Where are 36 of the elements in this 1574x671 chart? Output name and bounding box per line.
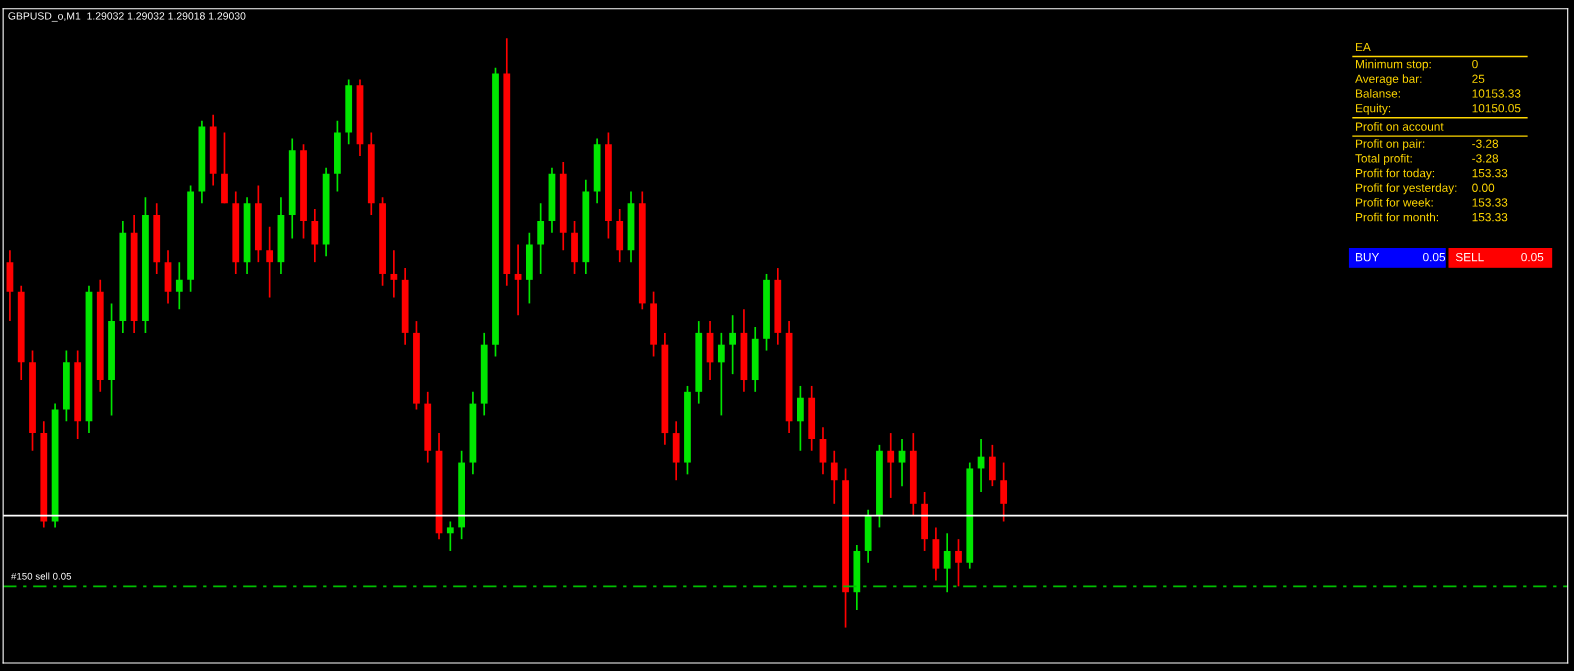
text: 0.00 (1472, 183, 1495, 192)
chart-title: GBPUSD_o,M1 1.29032 1.29032 1.29018 1.29030 (8, 12, 246, 22)
text: Average bar: (1355, 74, 1422, 86)
text: Total profit: (1355, 153, 1412, 165)
text: EA (1356, 42, 1371, 52)
candlestick (266, 225, 274, 299)
text: Profit for week: (1356, 198, 1433, 207)
text: Profit on account (1356, 122, 1444, 131)
text: Profit for yesterday: (1356, 183, 1457, 195)
candlestick (955, 538, 962, 588)
candlestick (729, 314, 737, 375)
text: 153.33 (1472, 213, 1508, 222)
text: Balanse: (1356, 89, 1400, 98)
text: Profit on pair: (1356, 139, 1425, 151)
text: -3.28 (1472, 139, 1499, 148)
text: Profit for today: (1356, 168, 1435, 180)
candlestick (334, 119, 341, 193)
text: SELL (1455, 252, 1484, 262)
candlestick (525, 231, 533, 305)
text: 153.33 (1472, 168, 1508, 178)
text: 0 (1472, 59, 1478, 69)
text: -3.28 (1472, 154, 1499, 163)
text: Equity: (1356, 103, 1391, 115)
candlestick (63, 349, 70, 423)
text: 10150.05 (1472, 104, 1521, 113)
text: Minimum stop: (1356, 59, 1431, 71)
text: 0.05 (1423, 252, 1446, 262)
text: 25 (1472, 74, 1485, 83)
text: 0.05 (1521, 252, 1544, 262)
text: 153.33 (1472, 198, 1508, 207)
text: BUY (1356, 253, 1380, 262)
candlestick (650, 290, 657, 358)
ref-line-label: #150 sell 0.05 (11, 572, 72, 580)
candlestick (1000, 461, 1008, 523)
text: 10153.33 (1472, 89, 1521, 98)
text: Profit for month: (1356, 212, 1438, 222)
